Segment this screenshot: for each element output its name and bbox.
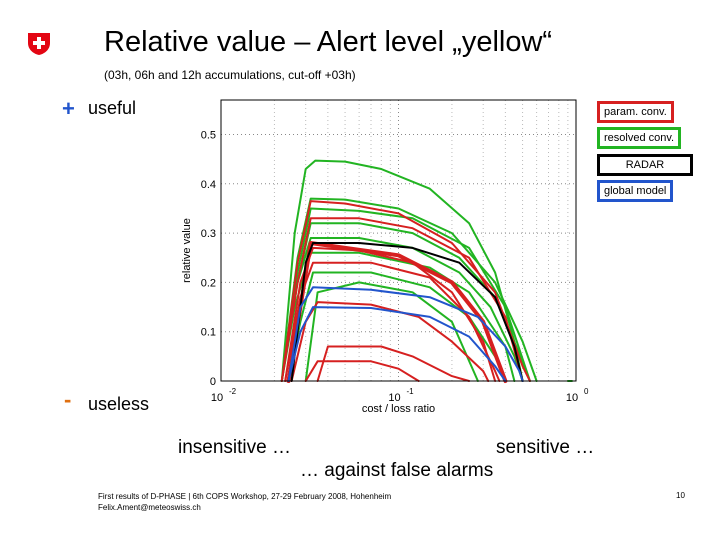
series-line-17 <box>290 242 524 382</box>
insensitive-label: insensitive … <box>178 437 291 458</box>
y-tick-label: 0.4 <box>201 179 216 191</box>
x-tick-label: 10 0 <box>566 387 589 404</box>
sensitive-label: sensitive … <box>496 437 595 458</box>
series-line-6 <box>287 271 507 382</box>
legend-radar: RADAR <box>597 154 693 176</box>
x-tick-exponent: -1 <box>407 387 415 396</box>
relative-value-chart: 0 0.1 0.2 0.3 0.4 0.5 10 -2 10 -1 10 0 cost / loss r… <box>181 99 589 415</box>
slide-title: Relative value – Alert level „yellow“ <box>104 26 553 58</box>
y-tick-label: 0.2 <box>201 277 216 289</box>
chart-lines <box>280 159 573 383</box>
x-tick-exponent: 0 <box>584 387 589 396</box>
useless-label: useless <box>88 394 150 414</box>
series-line-18 <box>287 286 524 382</box>
swiss-cross-logo <box>28 33 50 55</box>
y-tick-label: 0.1 <box>201 327 216 339</box>
x-tick-base: 10 <box>566 392 578 404</box>
y-tick-label: 0.3 <box>201 228 216 240</box>
x-tick-exponent: -2 <box>229 387 237 396</box>
series-line-2 <box>280 207 531 382</box>
slide-subtitle: (03h, 06h and 12h accumulations, cut-off… <box>104 68 356 82</box>
x-tick-label: 10 -1 <box>388 387 414 404</box>
against-false-alarms-label: … against false alarms <box>300 460 494 481</box>
plus-icon: + <box>62 96 75 121</box>
y-tick-label: 0.5 <box>201 130 216 142</box>
x-tick-base: 10 <box>211 392 223 404</box>
plot-frame <box>220 99 577 382</box>
series-line-19 <box>287 306 507 382</box>
footer-line-1: First results of D-PHASE | 6th COPS Work… <box>98 492 392 501</box>
minus-icon: - <box>64 387 72 412</box>
chart-axes: 0 0.1 0.2 0.3 0.4 0.5 10 -2 10 -1 10 0 cost / loss r… <box>181 130 589 415</box>
page-number: 10 <box>676 491 685 500</box>
footer: First results of D-PHASE | 6th COPS Work… <box>98 491 391 513</box>
y-tick-label: 0 <box>210 376 216 388</box>
series-line-1 <box>280 197 538 382</box>
y-axis-label: relative value <box>181 218 193 283</box>
legend-global-model: global model <box>597 180 674 202</box>
legend-param-conv: param. conv. <box>597 101 674 123</box>
x-tick-base: 10 <box>388 392 400 404</box>
legend-resolved-conv: resolved conv. <box>597 127 682 149</box>
footer-line-2: Felix.Ament@meteoswiss.ch <box>98 503 201 512</box>
chart-grid <box>221 100 576 381</box>
x-axis-label: cost / loss ratio <box>362 403 435 415</box>
x-tick-label: 10 -2 <box>211 387 237 404</box>
series-line-16 <box>316 345 471 382</box>
series-line-15 <box>304 360 420 382</box>
useful-label: useful <box>88 98 137 118</box>
